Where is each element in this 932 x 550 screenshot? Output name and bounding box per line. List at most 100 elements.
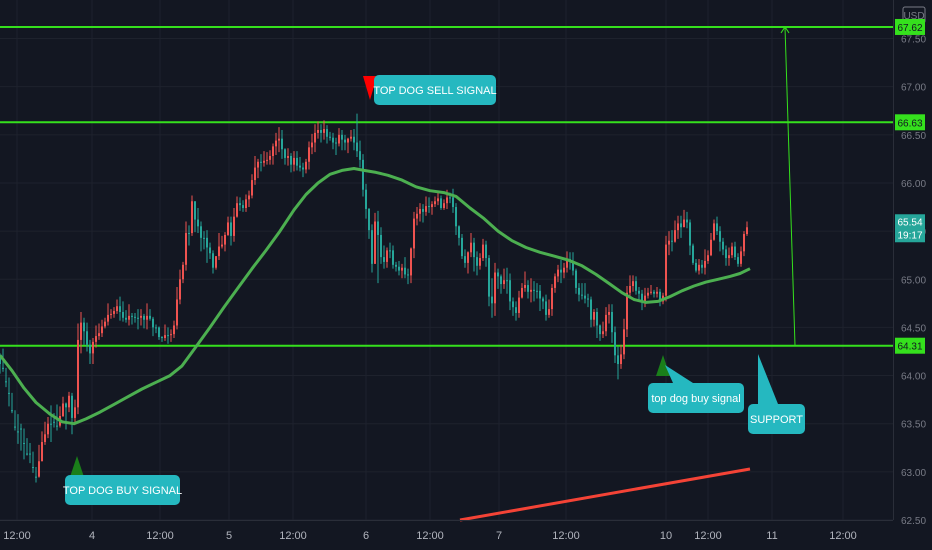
- target-arrow-line[interactable]: [784, 26, 796, 346]
- candle-body: [635, 281, 637, 291]
- candle-body: [608, 312, 610, 315]
- candle-body: [704, 260, 706, 268]
- candle-body: [113, 311, 115, 314]
- candle-body: [269, 156, 271, 160]
- sell-signal-callout[interactable]: [374, 75, 496, 105]
- candle-body: [512, 301, 514, 308]
- level-price-tag-label: 66.63: [897, 118, 922, 129]
- price-tags: 67.62 66.63 64.31 65.54 19:17: [895, 18, 925, 354]
- candle-body: [644, 295, 646, 303]
- candle-body: [677, 223, 679, 231]
- candle-body: [326, 129, 328, 137]
- candle-body: [350, 136, 352, 139]
- candle-body: [77, 339, 79, 408]
- last-price-label: 65.54: [897, 217, 922, 228]
- sell-signal-marker: [363, 76, 377, 100]
- buy-signal-left-marker: [70, 456, 84, 477]
- x-tick-label: 12:00: [279, 530, 307, 542]
- candle-body: [515, 307, 517, 313]
- price-axis[interactable]: USD 67.5067.0066.5066.0065.5065.0064.506…: [893, 0, 927, 527]
- candle-body: [251, 180, 253, 196]
- candle-body: [575, 270, 577, 288]
- candle-body: [92, 341, 94, 354]
- candle-body: [374, 221, 376, 264]
- candle-body: [371, 230, 373, 264]
- candle-body: [296, 157, 298, 166]
- support-callout[interactable]: [748, 404, 805, 434]
- candle-body: [503, 280, 505, 285]
- annotations: TOP DOG SELL SIGNAL TOP DOG BUY SIGNAL top…: [63, 75, 805, 505]
- candle-body: [128, 315, 130, 320]
- y-tick-label: 66.00: [901, 179, 926, 190]
- candle-body: [317, 130, 319, 133]
- buy-signal-left-callout[interactable]: [65, 475, 180, 505]
- candle-body: [44, 434, 46, 442]
- candle-body: [629, 286, 631, 293]
- candle-body: [161, 337, 163, 339]
- trend-line[interactable]: [459, 467, 751, 522]
- candle-body: [182, 264, 184, 280]
- candle-body: [212, 253, 214, 268]
- y-tick-label: 67.50: [901, 35, 926, 46]
- candle-body: [740, 251, 742, 264]
- candle-body: [227, 222, 229, 235]
- buy-signal-right-callout[interactable]: [648, 383, 744, 413]
- candle-body: [188, 233, 190, 235]
- x-tick-label: 4: [89, 530, 95, 542]
- candle-body: [359, 151, 361, 160]
- candle-body: [386, 250, 388, 262]
- candle-body: [98, 333, 100, 337]
- candle-body: [143, 315, 145, 320]
- candle-body: [560, 269, 562, 273]
- candle-body: [239, 203, 241, 206]
- candle-body: [107, 314, 109, 322]
- buy-signal-right-marker: [656, 355, 670, 376]
- candle-body: [401, 267, 403, 271]
- candle-body: [434, 201, 436, 205]
- candle-body: [449, 197, 451, 199]
- candle-body: [2, 367, 4, 369]
- candle-body: [299, 165, 301, 168]
- candle-body: [734, 246, 736, 258]
- candle-body: [542, 298, 544, 302]
- candle-body: [221, 244, 223, 247]
- candle-body: [551, 287, 553, 310]
- candle-body: [254, 167, 256, 181]
- candle-body: [338, 134, 340, 144]
- candle-body: [605, 314, 607, 332]
- support-pointer: [758, 354, 778, 404]
- candle-body: [50, 423, 52, 425]
- candle-body: [164, 335, 166, 338]
- candle-body: [137, 317, 139, 319]
- candle-body: [323, 129, 325, 133]
- candle-body: [563, 267, 565, 273]
- candle-body: [365, 189, 367, 209]
- candle-body: [497, 272, 499, 277]
- candle-body: [200, 226, 202, 238]
- candle-body: [353, 136, 355, 143]
- candle-body: [446, 197, 448, 204]
- x-tick-label: 12:00: [146, 530, 174, 542]
- candle-body: [41, 442, 43, 462]
- candle-body: [737, 257, 739, 264]
- candle-body: [581, 294, 583, 296]
- candle-body: [593, 312, 595, 320]
- time-axis[interactable]: 12:00 4 12:00 5 12:00 6 12:00 7 12:00 10 12:00 11 12…: [0, 520, 893, 543]
- candle-body: [83, 322, 85, 332]
- candle-body: [62, 403, 64, 416]
- candle-body: [518, 297, 520, 313]
- x-tick-label: 10: [660, 530, 672, 542]
- candle-body: [422, 208, 424, 212]
- candle-body: [524, 285, 526, 288]
- x-ticks: 12:00 4 12:00 5 12:00 6 12:00 7 12:00 10 12:00 11 12…: [3, 530, 857, 542]
- candle-body: [74, 407, 76, 418]
- candle-body: [230, 222, 232, 236]
- candle-body: [362, 159, 364, 190]
- sell-signal-label: TOP DOG SELL SIGNAL: [373, 85, 496, 97]
- candle-body: [638, 290, 640, 294]
- candle-body: [26, 453, 28, 455]
- candle-body: [329, 136, 331, 138]
- candle-body: [23, 442, 25, 444]
- candle-body: [242, 205, 244, 208]
